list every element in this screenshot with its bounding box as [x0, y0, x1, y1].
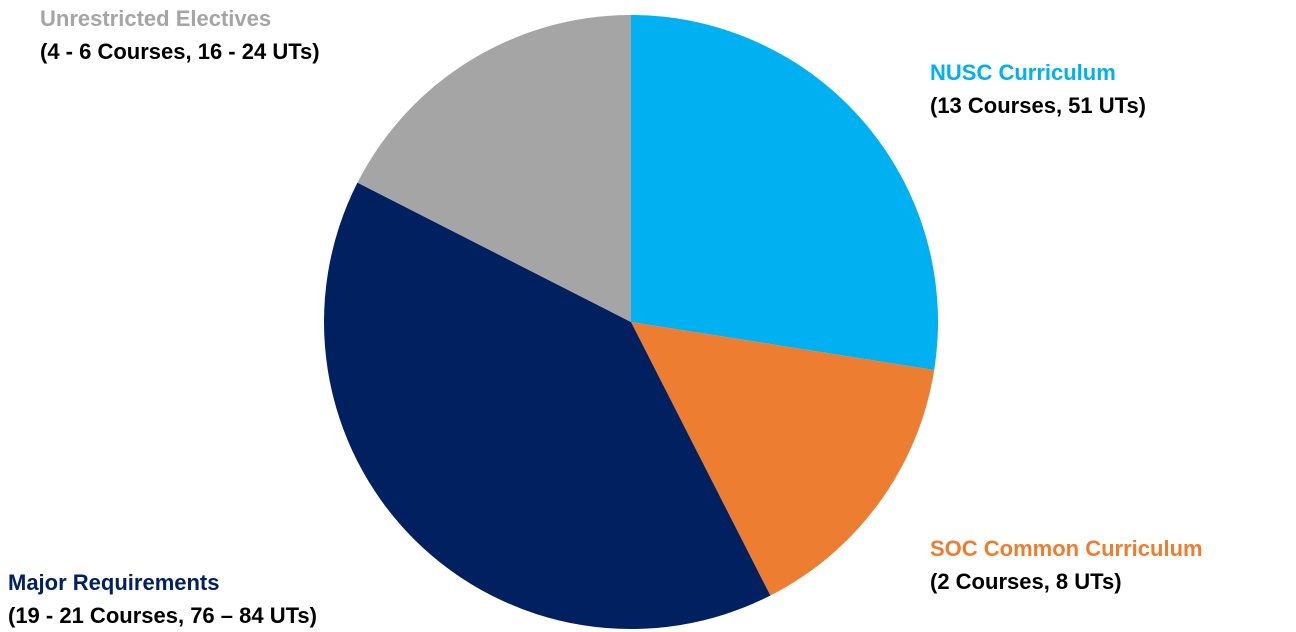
pie-slice [631, 322, 935, 596]
pie-slice [631, 15, 939, 371]
pie-slice [357, 15, 631, 322]
slice-detail: (4 - 6 Courses, 16 - 24 UTs) [40, 39, 320, 64]
slice-detail: (13 Courses, 51 UTs) [930, 93, 1146, 118]
slice-label: Major Requirements [8, 570, 220, 595]
slice-detail: (19 - 21 Courses, 76 – 84 UTs) [8, 603, 317, 628]
pie-slice [324, 182, 771, 629]
slice-label: Unrestricted Electives [40, 6, 271, 31]
slice-detail: (2 Courses, 8 UTs) [930, 569, 1122, 594]
slice-label: SOC Common Curriculum [930, 536, 1203, 561]
slice-label: NUSC Curriculum [930, 60, 1116, 85]
